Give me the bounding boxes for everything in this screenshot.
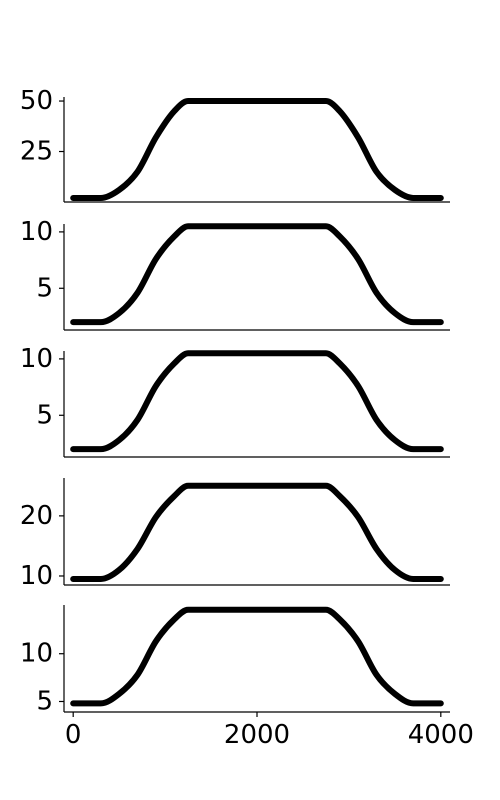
y-tick-label: 10 bbox=[20, 217, 53, 247]
series-line-4 bbox=[70, 482, 444, 582]
series-line-1 bbox=[70, 98, 444, 201]
y-tick-label: 50 bbox=[20, 86, 53, 116]
x-tick-label: 4000 bbox=[408, 720, 474, 750]
x-tick-label: 0 bbox=[65, 720, 82, 750]
y-tick-label: 25 bbox=[20, 137, 53, 167]
y-tick-label: 5 bbox=[36, 273, 53, 303]
y-tick-label: 5 bbox=[36, 400, 53, 430]
series-line-2 bbox=[70, 223, 444, 326]
chart-panel-4: 10 20 bbox=[20, 478, 450, 591]
series-line-3 bbox=[70, 350, 444, 453]
series-line-5 bbox=[70, 606, 444, 707]
chart-panel-1: 25 50 bbox=[20, 86, 450, 203]
y-tick-label: 10 bbox=[20, 344, 53, 374]
x-tick-label: 2000 bbox=[224, 720, 290, 750]
chart-panel-3: 5 10 bbox=[20, 344, 450, 458]
y-tick-label: 20 bbox=[20, 501, 53, 531]
y-tick-label: 5 bbox=[36, 686, 53, 716]
y-tick-label: 10 bbox=[20, 639, 53, 669]
chart-panel-2: 5 10 bbox=[20, 217, 450, 331]
y-tick-label: 10 bbox=[20, 561, 53, 591]
chart-panel-5: 5 10 0 2000 4000 bbox=[20, 605, 474, 750]
